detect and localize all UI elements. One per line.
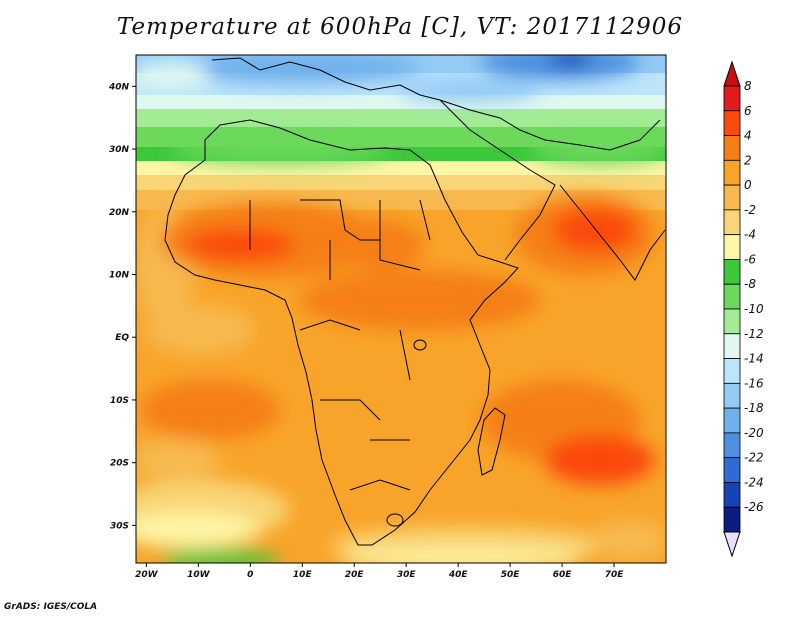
colorbar-swatch (723, 308, 741, 335)
colorbar-swatch (723, 432, 741, 459)
colorbar-swatch (723, 234, 741, 260)
lon-tick-label: 60E (553, 570, 573, 580)
colorbar: 8 6 4 2 0 -2 -4 -6 -8 -10 -12 -14 -16 -18 -20 -22 -24 -26 (723, 60, 764, 558)
lon-tick-label: 0 (247, 570, 253, 580)
colorbar-level-label: 2 (744, 153, 752, 167)
coastlines (164, 57, 666, 546)
map-title: Temperature at 600hPa [C], VT: 201711290… (116, 14, 684, 40)
colorbar-level-label: -16 (744, 376, 764, 390)
colorbar-swatch (723, 506, 741, 533)
colorbar-level-label: -4 (744, 228, 756, 242)
colorbar-level-label: -20 (744, 426, 764, 440)
colorbar-level-label: -24 (744, 475, 764, 489)
colorbar-level-label: 4 (744, 129, 752, 143)
colorbar-swatch (723, 135, 741, 161)
colorbar-swatch (723, 407, 741, 434)
lat-tick-label: 20S (110, 459, 129, 469)
colorbar-swatch (723, 209, 741, 236)
colorbar-level-label: -26 (744, 500, 764, 514)
lat-tick-label: 30S (110, 521, 129, 531)
lat-tick-label: 40N (108, 82, 130, 92)
colorbar-level-label: -22 (744, 451, 764, 465)
colorbar-level-label: 6 (744, 104, 752, 118)
colorbar-level-label: -8 (744, 277, 756, 291)
colorbar-swatch (723, 159, 741, 186)
colorbar-swatch (723, 259, 741, 285)
colorbar-level-label: 8 (744, 79, 752, 93)
colorbar-level-label: -12 (744, 327, 764, 341)
plot-frame (135, 54, 667, 564)
colorbar-swatch (723, 333, 741, 359)
lon-tick-label: 30E (397, 570, 417, 580)
colorbar-swatch (723, 110, 741, 136)
lon-tick-label: 20W (135, 570, 159, 580)
lon-tick-label: 20E (345, 570, 365, 580)
lon-tick-label: 40E (448, 570, 469, 580)
colorbar-swatch (723, 457, 741, 483)
colorbar-level-label: -6 (744, 252, 756, 266)
lat-tick-label: 20N (109, 208, 130, 218)
grads-credit: GrADS: IGES/COLA (4, 602, 98, 612)
colorbar-swatch (723, 382, 741, 409)
colorbar-swatch (723, 283, 741, 310)
lat-tick-label: 10N (109, 271, 130, 281)
colorbar-swatch (723, 482, 741, 508)
colorbar-level-label: -10 (744, 302, 764, 316)
colorbar-bottom-arrow (723, 531, 741, 558)
lat-tick-label: 10S (110, 396, 129, 406)
lon-tick-label: 50E (501, 570, 521, 580)
lat-tick-label: EQ (115, 333, 129, 343)
temperature-field (136, 55, 666, 563)
lon-tick-label: 70E (605, 570, 625, 580)
lon-tick-label: 10W (187, 570, 211, 580)
colorbar-swatch (723, 358, 741, 384)
colorbar-level-label: 0 (744, 178, 752, 192)
colorbar-level-label: -14 (744, 352, 764, 366)
colorbar-swatch (723, 184, 741, 211)
lat-tick-label: 30N (109, 145, 130, 155)
colorbar-level-label: -18 (744, 401, 764, 415)
colorbar-swatch (723, 85, 741, 112)
colorbar-top-arrow (723, 60, 741, 87)
lon-tick-label: 10E (293, 570, 313, 580)
colorbar-level-label: -2 (744, 203, 756, 217)
